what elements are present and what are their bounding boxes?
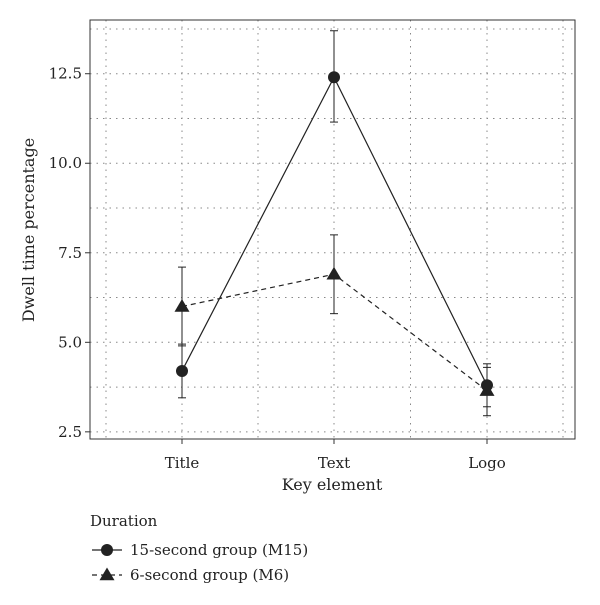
- legend-items: 15-second group (M15) 6-second group (M6): [92, 541, 308, 584]
- y-tick-label: 5.0: [58, 333, 82, 351]
- y-tick-label: 7.5: [58, 244, 82, 262]
- plot-frame: [89, 19, 576, 440]
- grid-lines: [90, 20, 575, 439]
- data-point: [176, 364, 188, 377]
- x-axis: Title Text Logo: [165, 439, 506, 472]
- legend-marker: [99, 567, 115, 581]
- series-group: [174, 30, 495, 417]
- legend-label: 15-second group (M15): [130, 541, 308, 559]
- y-tick-label: 10.0: [49, 154, 82, 172]
- x-tick-label: Text: [318, 454, 350, 472]
- data-point: [174, 298, 190, 312]
- legend-title: Duration: [90, 512, 158, 530]
- series-1: [176, 30, 493, 408]
- data-point: [326, 266, 342, 280]
- y-tick-label: 12.5: [49, 65, 82, 83]
- y-tick-label: 2.5: [58, 423, 82, 441]
- legend-item-1: 15-second group (M15): [92, 541, 308, 559]
- legend-item-2: 6-second group (M6): [92, 566, 289, 584]
- legend-label: 6-second group (M6): [130, 566, 289, 584]
- legend-marker: [101, 544, 113, 556]
- y-axis-title: Dwell time percentage: [19, 138, 38, 322]
- x-tick-label: Title: [165, 454, 200, 472]
- series-2: [174, 234, 495, 417]
- legend: Duration 15-second group (M15) 6-second g…: [90, 512, 308, 584]
- data-point: [328, 71, 340, 84]
- x-tick-label: Logo: [468, 454, 506, 472]
- x-axis-title: Key element: [282, 475, 383, 494]
- data-point: [479, 383, 495, 396]
- y-axis: 2.5 5.0 7.5 10.0 12.5: [49, 65, 90, 441]
